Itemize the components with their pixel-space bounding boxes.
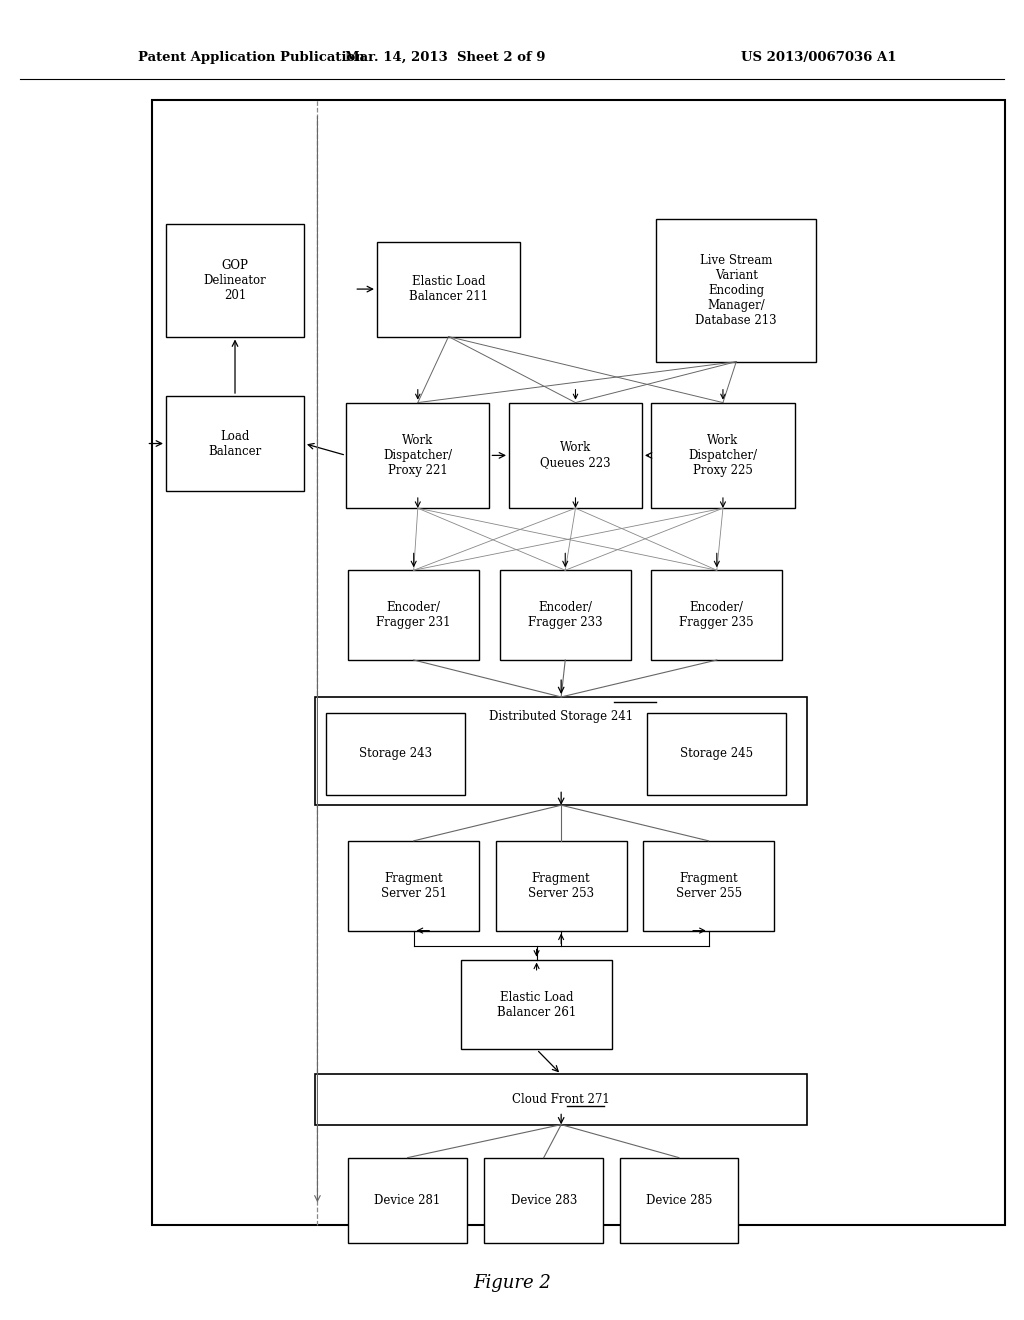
Bar bbox=[647, 713, 786, 795]
Text: Device 281: Device 281 bbox=[375, 1195, 440, 1206]
Text: Mar. 14, 2013  Sheet 2 of 9: Mar. 14, 2013 Sheet 2 of 9 bbox=[345, 51, 546, 63]
Text: Distributed Storage 241: Distributed Storage 241 bbox=[489, 710, 633, 723]
Text: Elastic Load
Balancer 261: Elastic Load Balancer 261 bbox=[497, 990, 577, 1019]
Text: GOP
Delineator
201: GOP Delineator 201 bbox=[204, 259, 266, 302]
Text: Encoder/
Fragger 235: Encoder/ Fragger 235 bbox=[680, 601, 754, 630]
Text: Cloud Front 271: Cloud Front 271 bbox=[512, 1093, 610, 1106]
Bar bbox=[348, 841, 479, 931]
Text: Live Stream
Variant
Encoding
Manager/
Database 213: Live Stream Variant Encoding Manager/ Da… bbox=[695, 253, 777, 327]
Bar bbox=[651, 570, 782, 660]
Bar bbox=[348, 1158, 467, 1243]
Bar bbox=[484, 1158, 603, 1243]
Bar bbox=[461, 960, 612, 1049]
Text: Work
Dispatcher/
Proxy 221: Work Dispatcher/ Proxy 221 bbox=[383, 434, 453, 477]
Bar bbox=[509, 403, 642, 508]
Text: Elastic Load
Balancer 211: Elastic Load Balancer 211 bbox=[409, 275, 488, 304]
Bar bbox=[500, 570, 631, 660]
Text: Load
Balancer: Load Balancer bbox=[208, 429, 262, 458]
Bar bbox=[152, 100, 1005, 1225]
Bar bbox=[348, 570, 479, 660]
Bar bbox=[326, 713, 465, 795]
Bar bbox=[377, 242, 520, 337]
Bar bbox=[651, 403, 795, 508]
Bar bbox=[496, 841, 627, 931]
Bar bbox=[346, 403, 489, 508]
Text: Fragment
Server 255: Fragment Server 255 bbox=[676, 871, 741, 900]
Bar bbox=[656, 219, 816, 362]
Text: Encoder/
Fragger 233: Encoder/ Fragger 233 bbox=[528, 601, 602, 630]
Bar bbox=[315, 697, 807, 805]
Text: Fragment
Server 251: Fragment Server 251 bbox=[381, 871, 446, 900]
Text: Work
Dispatcher/
Proxy 225: Work Dispatcher/ Proxy 225 bbox=[688, 434, 758, 477]
Text: Storage 243: Storage 243 bbox=[358, 747, 432, 760]
Text: Device 285: Device 285 bbox=[646, 1195, 712, 1206]
Text: Fragment
Server 253: Fragment Server 253 bbox=[528, 871, 594, 900]
Text: Encoder/
Fragger 231: Encoder/ Fragger 231 bbox=[377, 601, 451, 630]
Bar bbox=[620, 1158, 738, 1243]
Text: Figure 2: Figure 2 bbox=[473, 1274, 551, 1292]
Bar bbox=[643, 841, 774, 931]
Text: Work
Queues 223: Work Queues 223 bbox=[541, 441, 610, 470]
Text: US 2013/0067036 A1: US 2013/0067036 A1 bbox=[741, 51, 897, 63]
Text: Storage 245: Storage 245 bbox=[680, 747, 754, 760]
Bar bbox=[315, 1074, 807, 1125]
Text: Patent Application Publication: Patent Application Publication bbox=[138, 51, 365, 63]
Bar bbox=[166, 396, 304, 491]
Text: Device 283: Device 283 bbox=[511, 1195, 577, 1206]
Bar bbox=[166, 224, 304, 337]
